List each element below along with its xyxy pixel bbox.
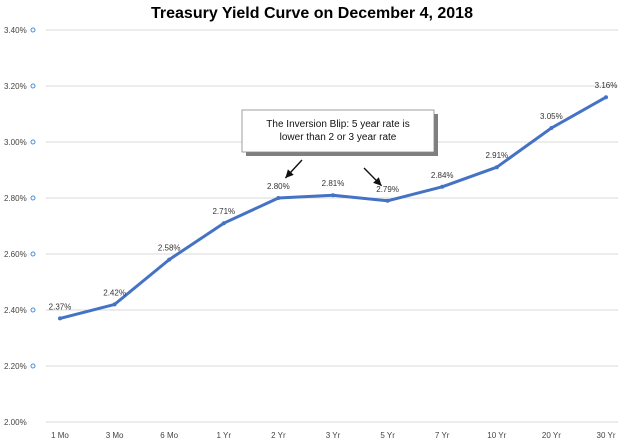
data-label: 2.58% <box>158 244 181 253</box>
y-tick-marker <box>30 27 36 33</box>
data-label: 2.42% <box>103 288 126 297</box>
annotation: The Inversion Blip: 5 year rate is lower … <box>241 109 438 187</box>
x-tick-label: 2 Yr <box>271 431 286 440</box>
data-label: 3.16% <box>595 81 618 90</box>
series-line-group <box>58 95 608 321</box>
y-tick-label: 2.40% <box>4 306 27 315</box>
y-tick-label: 3.20% <box>4 82 27 91</box>
x-tick-label: 20 Yr <box>542 431 561 440</box>
y-tick-label: 2.00% <box>4 418 27 427</box>
data-point <box>331 193 335 198</box>
data-point <box>167 257 172 262</box>
data-label: 2.91% <box>485 151 508 160</box>
x-tick-label: 1 Yr <box>217 431 232 440</box>
data-labels: 2.37% 2.42% 2.58% 2.71% 2.80% 2.81% 2.79% 2.84%… <box>49 81 618 311</box>
data-point <box>58 316 62 321</box>
y-tick-label: 2.60% <box>4 250 27 259</box>
x-tick-label: 3 Yr <box>326 431 341 440</box>
y-axis: 2.00% 2.20% 2.40% 2.60% 2.80% 3.00% 3.20% 3.40% <box>4 26 36 427</box>
x-axis: 1 Mo 3 Mo 6 Mo 1 Yr 2 Yr 3 Yr 5 Yr 7 Yr 10 Yr 20 … <box>51 431 616 440</box>
annotation-box <box>241 109 435 153</box>
y-tick-label: 2.80% <box>4 194 27 203</box>
annotation-arrowhead <box>373 177 382 186</box>
data-label: 2.80% <box>267 182 290 191</box>
y-tick-label: 3.00% <box>4 138 27 147</box>
x-tick-label: 30 Yr <box>597 431 616 440</box>
x-tick-label: 10 Yr <box>487 431 506 440</box>
data-point <box>276 196 281 200</box>
y-tick-marker <box>30 363 36 369</box>
x-tick-label: 3 Mo <box>106 431 124 440</box>
data-point <box>112 302 117 307</box>
annotation-text: The Inversion Blip: 5 year rate is <box>266 119 409 130</box>
data-point <box>604 95 608 100</box>
x-tick-label: 7 Yr <box>435 431 450 440</box>
y-tick-marker <box>30 139 36 145</box>
data-point <box>494 165 499 170</box>
data-label: 2.37% <box>49 302 72 311</box>
data-point <box>440 184 445 189</box>
gridlines <box>46 29 618 423</box>
data-point <box>549 126 554 130</box>
data-label: 2.71% <box>212 207 235 216</box>
y-tick-marker <box>30 195 36 201</box>
data-label: 2.84% <box>431 171 454 180</box>
annotation-arrowhead <box>285 169 294 178</box>
data-label: 3.05% <box>540 112 563 121</box>
y-tick-marker <box>30 251 36 257</box>
data-point <box>221 221 226 226</box>
x-tick-label: 6 Mo <box>160 431 178 440</box>
y-tick-label: 3.40% <box>4 26 27 35</box>
y-tick-label: 2.20% <box>4 362 27 371</box>
annotation-text: lower than 2 or 3 year rate <box>280 132 397 143</box>
y-tick-marker <box>30 83 36 89</box>
y-tick-marker <box>30 307 36 313</box>
data-label: 2.81% <box>322 179 345 188</box>
x-tick-label: 5 Yr <box>380 431 395 440</box>
data-label: 2.79% <box>376 185 399 194</box>
chart-title: Treasury Yield Curve on December 4, 2018 <box>151 5 473 22</box>
x-tick-label: 1 Mo <box>51 431 69 440</box>
data-point <box>385 198 390 203</box>
